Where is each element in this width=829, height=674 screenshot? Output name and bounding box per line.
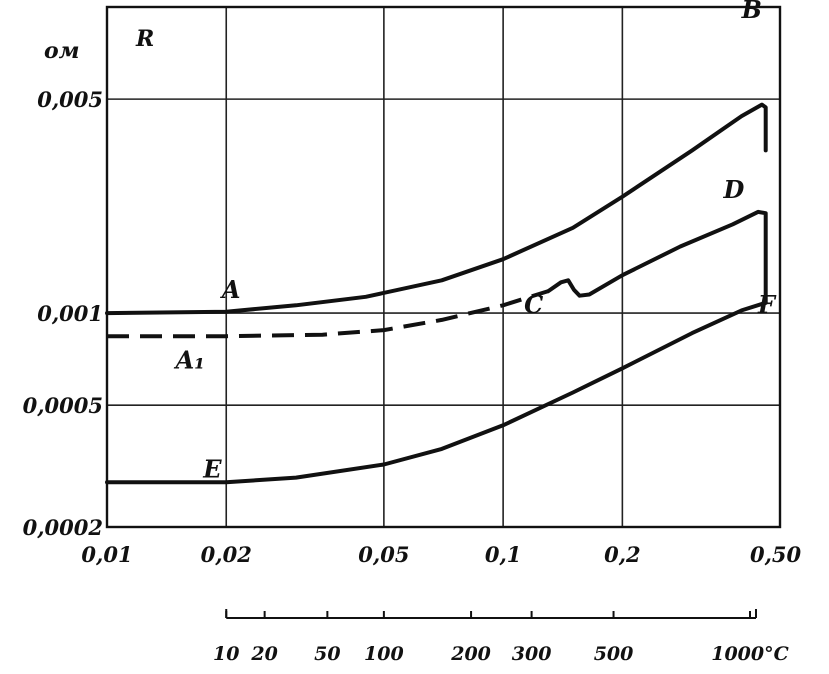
temperature-scale: 10 20 50 100 200 300 500 1000°C: [213, 609, 789, 665]
series-line-2: [546, 209, 768, 305]
curve-label-2: B: [741, 0, 762, 24]
curve-label-6: F: [757, 290, 777, 319]
temperature-tick-label-2: 50: [314, 643, 340, 665]
curve-labels: A A₁ B C D E F: [174, 0, 777, 484]
y-tick-label-3: 0,0002: [23, 515, 103, 540]
x-tick-label-0: 0,01: [81, 542, 132, 567]
curve-label-4: D: [722, 175, 744, 204]
x-tick-label-5: 0,50: [750, 542, 802, 567]
x-tick-labels: 0,01 0,02 0,05 0,1 0,2 0,50: [81, 542, 801, 567]
x-tick-label-2: 0,05: [358, 542, 409, 567]
x-tick-label-4: 0,2: [604, 542, 641, 567]
y-tick-label-1: 0,001: [37, 301, 103, 326]
series-line-0: [105, 102, 768, 316]
temperature-tick-label-3: 100: [364, 643, 404, 665]
temperature-tick-label-1: 20: [250, 643, 277, 665]
y-tick-labels: 0,005 0,001 0,0005 0,0002: [23, 87, 103, 540]
temperature-tick-label-0: 10: [213, 643, 239, 665]
y-tick-label-2: 0,0005: [23, 393, 103, 418]
series-line-3: [105, 300, 768, 485]
x-tick-label-3: 0,1: [485, 542, 522, 567]
curve-label-5: E: [202, 455, 222, 484]
plot-frame: [105, 5, 782, 529]
series-line-1: [107, 289, 549, 339]
x-tick-label-1: 0,02: [201, 542, 252, 567]
y-unit-label: ом: [44, 38, 80, 64]
curve-label-3: C: [524, 290, 543, 319]
temperature-tick-label-6: 500: [594, 643, 634, 665]
temperature-tick-label-5: 300: [512, 643, 552, 665]
y-tick-label-0: 0,005: [37, 87, 103, 112]
temperature-tick-label-7: 1000°C: [711, 643, 789, 665]
y-axis-label: R: [135, 26, 154, 52]
curve-label-0: A: [220, 275, 241, 304]
curves: [105, 102, 768, 485]
curve-label-1: A₁: [174, 345, 205, 374]
temperature-tick-label-4: 200: [450, 643, 491, 665]
